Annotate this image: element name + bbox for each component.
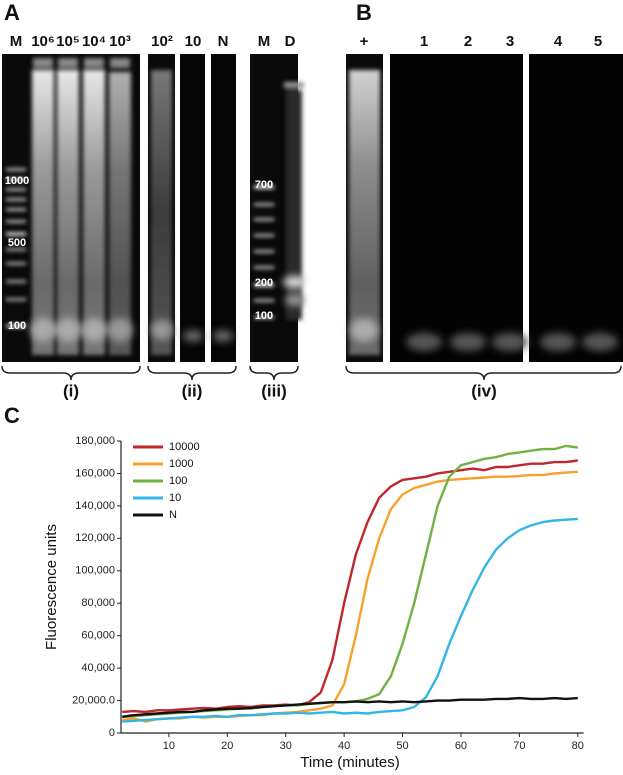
lane-label: + — [360, 33, 369, 50]
lane-label: 10⁴ — [82, 33, 106, 50]
gel-images — [2, 54, 623, 362]
ladder-label: 100 — [8, 320, 26, 332]
y-tick-label: 40,000 — [81, 662, 115, 674]
legend-label: 10 — [169, 492, 181, 504]
lane-label: D — [285, 33, 296, 50]
y-axis-title: Fluorescence units — [43, 524, 60, 650]
line-chart: Time (minutes) Fluorescence units 0 20,00… — [43, 435, 584, 771]
y-tick-label: 80,000 — [81, 597, 115, 609]
lane-label: 1 — [420, 33, 428, 50]
x-axis-title: Time (minutes) — [300, 754, 399, 771]
y-tick-label: 60,000 — [81, 630, 115, 642]
y-tick-label: 20,000.0 — [72, 694, 115, 706]
x-tick-label: 30 — [280, 740, 292, 752]
group-label: (ii) — [182, 381, 203, 400]
y-tick-label: 140,000 — [75, 500, 115, 512]
lane-label: 10³ — [109, 33, 131, 50]
panel-label: A — [4, 0, 20, 25]
lane-label: 5 — [594, 33, 602, 50]
lane-label: 10⁶ — [31, 33, 55, 50]
group-label: (iii) — [261, 381, 287, 400]
legend-label: N — [169, 509, 177, 521]
x-tick-label: 10 — [163, 740, 175, 752]
ladder-label: 700 — [255, 179, 273, 191]
legend-label: 1000 — [169, 458, 193, 470]
group-label: (iv) — [471, 381, 497, 400]
panel-label: C — [4, 403, 20, 428]
y-tick-label: 160,000 — [75, 467, 115, 479]
data-line — [122, 517, 578, 723]
legend-label: 100 — [169, 475, 187, 487]
data-line — [122, 459, 578, 714]
lane-label: 2 — [464, 33, 472, 50]
ladder-label: 200 — [255, 277, 273, 289]
x-tick-label: 50 — [396, 740, 408, 752]
lane-label: N — [218, 33, 229, 50]
ladder-label: 100 — [255, 310, 273, 322]
x-tick-label: 60 — [455, 740, 467, 752]
lane-label: 3 — [506, 33, 514, 50]
x-tick-label: 20 — [221, 740, 233, 752]
ladder-label: 500 — [8, 237, 26, 249]
y-tick-label: 100,000 — [75, 565, 115, 577]
lane-label: M — [10, 33, 23, 50]
lane-label: 10 — [185, 33, 202, 50]
x-tick-label: 70 — [513, 740, 525, 752]
group-label: (i) — [63, 381, 79, 400]
legend-label: 10000 — [169, 441, 200, 453]
lane-label: 4 — [554, 33, 563, 50]
data-line — [122, 470, 578, 723]
ladder-label: 1000 — [5, 175, 29, 187]
lane-label: M — [258, 33, 271, 50]
x-tick-label: 40 — [338, 740, 350, 752]
x-tick-label: 80 — [572, 740, 584, 752]
y-tick-label: 120,000 — [75, 532, 115, 544]
y-tick-label: 0 — [109, 727, 115, 739]
lane-label: 10² — [151, 33, 173, 50]
panel-label: B — [356, 0, 372, 25]
lane-label: 10⁵ — [56, 33, 80, 50]
y-tick-label: 180,000 — [75, 435, 115, 447]
data-line — [122, 696, 578, 718]
group-brackets — [1, 365, 622, 381]
